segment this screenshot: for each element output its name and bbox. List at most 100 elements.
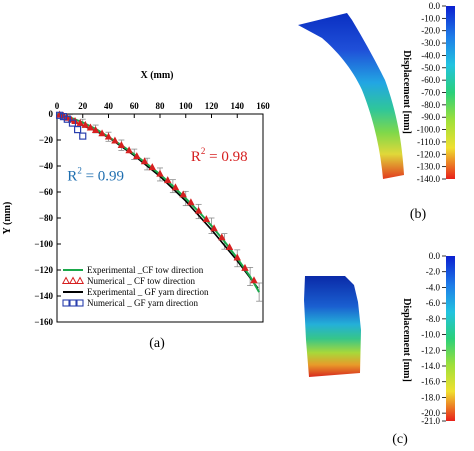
y-tick-label: −80 bbox=[39, 213, 54, 223]
legend-entry-label: Numerical _ CF tow direction bbox=[87, 276, 195, 286]
legend-entry-label: Experimental _ GF yarn direction bbox=[87, 287, 209, 297]
colorbar-tick-label: -14.0 bbox=[421, 361, 440, 371]
x-tick-label: 80 bbox=[156, 101, 166, 111]
data-point-square bbox=[68, 119, 77, 127]
data-point-triangle bbox=[98, 129, 106, 137]
colorbar-tick-label: 0.0 bbox=[429, 251, 441, 261]
colorbar-label-b: Displacement [mm] bbox=[401, 50, 412, 134]
annotation-superscript: 2 bbox=[77, 165, 82, 175]
data-point-triangle bbox=[76, 118, 84, 126]
data-point-triangle bbox=[164, 176, 172, 184]
colorbar-label-c: Displacement [mm] bbox=[401, 298, 412, 382]
colorbar-tick-label: -18.0 bbox=[421, 392, 440, 402]
colorbar-tick-label: -100.0 bbox=[417, 125, 441, 135]
data-point-square bbox=[63, 115, 71, 123]
panel-label-c: (c) bbox=[392, 432, 408, 447]
y-tick-label: −20 bbox=[39, 135, 54, 145]
colorbar-tick-label: -6.0 bbox=[426, 298, 441, 308]
data-point-triangle bbox=[233, 253, 241, 261]
deformed-beam-b bbox=[298, 13, 404, 179]
annotation-value: = 0.98 bbox=[205, 149, 247, 165]
data-point-triangle bbox=[104, 132, 113, 140]
data-point-triangle bbox=[171, 183, 180, 191]
legend: Experimental _CF tow directionNumerical … bbox=[61, 265, 209, 308]
legend-swatch-square bbox=[69, 299, 77, 307]
plot-area-frame bbox=[56, 113, 264, 323]
legend-entry-label: Numerical _ GF yarn direction bbox=[87, 298, 198, 308]
x-tick-label: 60 bbox=[130, 101, 140, 111]
x-tick-label: 0 bbox=[55, 101, 60, 111]
data-point-square bbox=[73, 125, 82, 134]
data-point-triangle bbox=[63, 113, 71, 121]
data-point-triangle bbox=[210, 224, 218, 232]
colorbar-tick-label: -40.0 bbox=[421, 50, 440, 60]
data-point-triangle bbox=[91, 126, 100, 134]
colorbar-tick-label: -12.0 bbox=[421, 345, 440, 355]
data-point-triangle bbox=[202, 215, 211, 223]
data-point-triangle bbox=[194, 206, 203, 214]
colorbar-tick-label: -30.0 bbox=[421, 38, 440, 48]
r-squared-annotation: R2 = 0.98 bbox=[191, 146, 248, 165]
x-axis-label: X (mm) bbox=[140, 70, 173, 81]
y-tick-label: −160 bbox=[34, 317, 53, 327]
y-tick-label: −120 bbox=[34, 265, 53, 275]
legend-entry-label: Experimental _CF tow direction bbox=[87, 265, 204, 275]
legend-swatch-triangle bbox=[61, 276, 71, 284]
data-point-triangle bbox=[81, 120, 90, 128]
data-point-triangle bbox=[117, 141, 126, 148]
y-tick-label: −60 bbox=[39, 187, 54, 197]
colorbar-tick-label: -50.0 bbox=[421, 63, 440, 73]
colorbar-tick-label: 0.0 bbox=[429, 1, 441, 11]
y-tick-label: 0 bbox=[49, 109, 54, 119]
data-series bbox=[55, 110, 260, 293]
panel-label-b: (b) bbox=[410, 207, 427, 222]
data-point-triangle bbox=[133, 152, 141, 160]
colorbar-tick-label: -140.0 bbox=[417, 174, 441, 184]
y-axis-label: Y (mm) bbox=[2, 202, 13, 235]
data-point-triangle bbox=[179, 190, 187, 198]
data-point-square bbox=[55, 111, 64, 119]
panel-label-a: (a) bbox=[149, 336, 165, 351]
annotation-r: R bbox=[67, 168, 77, 184]
colorbar-tick-label: -2.0 bbox=[426, 267, 441, 277]
colorbar-tick-label: -10.0 bbox=[421, 330, 440, 340]
colorbar-b bbox=[446, 6, 455, 179]
x-tick-label: 40 bbox=[104, 101, 114, 111]
colorbar-tick-label: -60.0 bbox=[421, 75, 440, 85]
x-tick-label: 140 bbox=[231, 101, 245, 111]
annotation-r: R bbox=[191, 149, 201, 165]
legend-swatch-triangle bbox=[75, 276, 85, 284]
legend-swatch-square bbox=[62, 299, 70, 307]
y-tick-label: −100 bbox=[34, 239, 53, 249]
colorbar-tick-label: -21.0 bbox=[421, 416, 440, 426]
colorbar-tick-label: -8.0 bbox=[426, 314, 441, 324]
x-tick-label: 120 bbox=[205, 101, 219, 111]
data-point-triangle bbox=[156, 169, 164, 177]
contour-panel-b: 0.0 -10.0 -20.0 -30.0 -40.0 -50.0 -60.0 -70.0 -8… bbox=[298, 1, 455, 222]
legend-swatch-triangle bbox=[68, 276, 78, 284]
contour-panel-c: 0.0 -2.0 -4.0 -6.0 -8.0 -10.0 -12.0 -14.0 -16.0 -… bbox=[304, 251, 455, 447]
deformed-beam-c bbox=[304, 276, 361, 377]
annotation-superscript: 2 bbox=[201, 146, 206, 156]
colorbar-c bbox=[446, 256, 455, 421]
y-tick-label: −140 bbox=[34, 291, 53, 301]
legend-swatch-square bbox=[76, 299, 84, 307]
data-point-triangle bbox=[148, 163, 156, 171]
x-tick-label: 20 bbox=[78, 101, 88, 111]
data-point-square bbox=[79, 132, 87, 140]
data-point-triangle bbox=[86, 123, 95, 131]
data-point-triangle bbox=[59, 111, 68, 119]
colorbar-tick-label: -4.0 bbox=[426, 282, 441, 292]
r-squared-annotation: R2 = 0.99 bbox=[67, 165, 124, 184]
x-tick-label: 160 bbox=[256, 101, 270, 111]
x-tick-label: 100 bbox=[179, 101, 193, 111]
data-point-triangle bbox=[187, 198, 195, 206]
colorbar-tick-label: -20.0 bbox=[421, 408, 440, 418]
colorbar-tick-label: -110.0 bbox=[417, 137, 440, 147]
data-point-triangle bbox=[218, 233, 226, 241]
colorbar-tick-label: -130.0 bbox=[417, 162, 441, 172]
colorbar-ticks-b: 0.0 -10.0 -20.0 -30.0 -40.0 -50.0 -60.0 -70.0 -8… bbox=[417, 1, 446, 184]
data-point-triangle bbox=[225, 243, 234, 251]
